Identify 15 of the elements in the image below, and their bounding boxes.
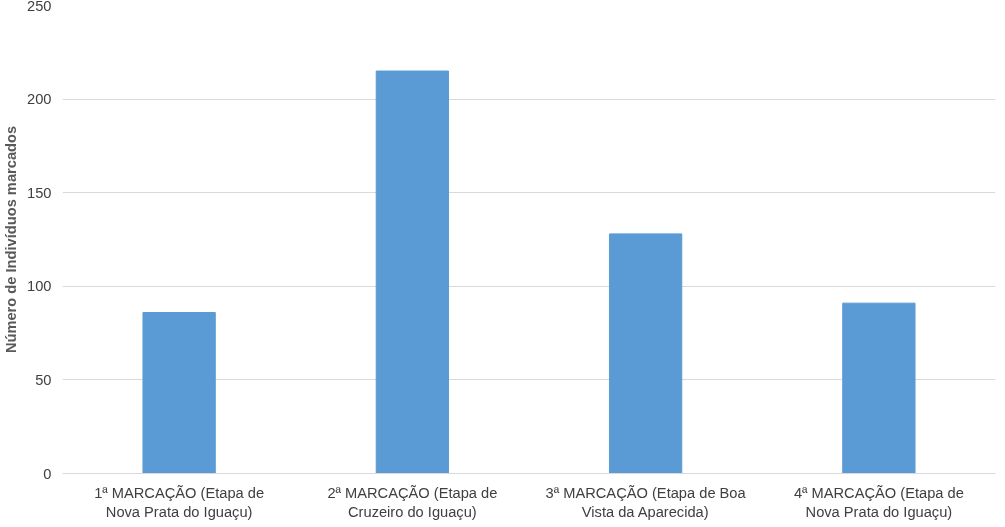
bar [142,312,216,474]
y-tick-label: 150 [27,184,52,201]
x-tick-label: 1ª MARCAÇÃO (Etapa de Nova Prata do Iguaçu) [94,484,265,520]
y-axis-title: Número de Indivíduos marcados [3,125,20,354]
y-tick-label: 200 [27,91,52,108]
bar [842,302,916,474]
y-tick-label: 100 [27,278,52,295]
y-tick-label: 0 [43,465,52,482]
x-tick-label: 4ª MARCAÇÃO (Etapa de Nova Prata do Iguaçu) [793,484,964,520]
x-tick-label: 3ª MARCAÇÃO (Etapa de Boa Vista da Aparecida) [545,484,747,520]
y-tick-label: 50 [35,371,52,388]
bar [608,233,683,474]
x-tick-label: 2ª MARCAÇÃO (Etapa de Cruzeiro do Iguaçu) [327,484,498,520]
y-tick-label: 250 [27,0,52,14]
bar [375,70,450,474]
